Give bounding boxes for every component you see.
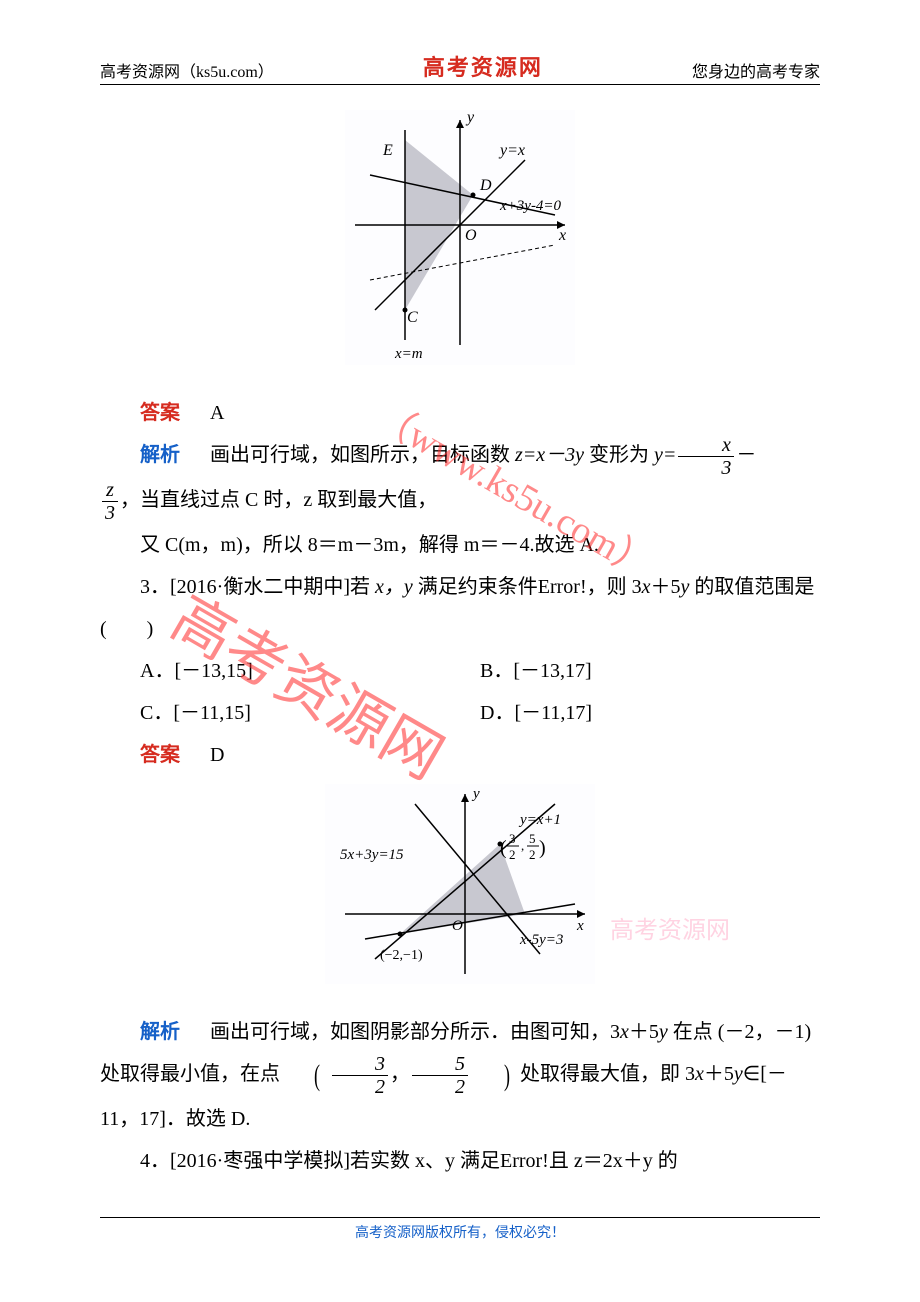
q2-analysis-p2: 又 C(m，m)，所以 8＝m－3m，解得 m＝－4.故选 A. — [100, 524, 820, 566]
svg-text:2: 2 — [529, 847, 536, 862]
header-right: 您身边的高考专家 — [692, 58, 820, 82]
math: y — [659, 1021, 668, 1043]
svg-text:(: ( — [500, 837, 507, 859]
figure-2: y x O 5x+3y=15 y=x+1 x-5y=3 (−2,−1) ( 3 … — [100, 784, 820, 999]
svg-text:E: E — [382, 142, 393, 159]
option-b: B．[－13,17] — [480, 650, 820, 692]
option-c: C．[－11,15] — [140, 692, 480, 734]
text: 画出可行域，如图所示，目标函数 — [210, 444, 515, 466]
fraction: z3 — [102, 479, 118, 524]
svg-text:x-5y=3: x-5y=3 — [519, 932, 563, 948]
page-header: 高考资源网（ks5u.com） 高考资源网 您身边的高考专家 — [100, 50, 820, 85]
math: x — [695, 1063, 704, 1085]
analysis-label: 解析 — [140, 1021, 180, 1043]
text: 处取得最大值，即 3 — [520, 1063, 695, 1085]
fraction: 32 — [332, 1053, 388, 1098]
text: 画出可行域，如图阴影部分所示．由图可知，3 — [210, 1021, 620, 1043]
q3-analysis: 解析 画出可行域，如图阴影部分所示．由图可知，3x＋5y 在点 (－2，－1)处… — [100, 1011, 820, 1140]
text: 满足约束条件Error!，则 3 — [413, 576, 642, 598]
fraction: 52 — [412, 1053, 468, 1098]
text: 4．[2016·枣强中学模拟]若实数 x、y 满足Error!且 z＝2x＋y … — [140, 1150, 678, 1172]
analysis-label: 解析 — [140, 444, 180, 466]
text: ， — [390, 1063, 410, 1085]
answer-label: 答案 — [140, 402, 180, 424]
svg-text:y: y — [465, 110, 475, 126]
page-content: y x O E y=x D x+3y-4=0 C x=m 答案 A 解析 — [100, 110, 820, 1182]
q3-answer-line: 答案 D — [100, 734, 820, 776]
svg-text:(−2,−1): (−2,−1) — [380, 948, 423, 963]
math: x，y — [375, 576, 413, 598]
math: z=x－3y — [515, 444, 584, 466]
svg-text:O: O — [452, 918, 463, 934]
text: － — [736, 444, 756, 466]
q2-answer: A — [210, 402, 224, 424]
text: ，当直线过点 C 时，z 取到最大值， — [120, 489, 437, 511]
text: 变形为 — [584, 444, 654, 466]
math: y — [734, 1063, 743, 1085]
option-a: A．[－13,15] — [140, 650, 480, 692]
paren-close: ) — [480, 1061, 510, 1091]
figure-1: y x O E y=x D x+3y-4=0 C x=m — [100, 110, 820, 380]
svg-text:O: O — [465, 227, 477, 244]
footer-text: 高考资源网版权所有，侵权必究！ — [355, 1226, 565, 1241]
svg-text:y=x+1: y=x+1 — [518, 812, 561, 828]
math: x — [620, 1021, 629, 1043]
text: ＋5 — [651, 576, 681, 598]
text: ＋5 — [629, 1021, 659, 1043]
svg-text:D: D — [479, 177, 492, 194]
q3-answer: D — [210, 744, 224, 766]
header-center-logo: 高考资源网 — [423, 50, 543, 82]
page-footer: 高考资源网版权所有，侵权必究！ — [100, 1217, 820, 1242]
svg-text:x+3y-4=0: x+3y-4=0 — [499, 198, 562, 214]
option-d: D．[－11,17] — [480, 692, 820, 734]
svg-text:x: x — [576, 918, 584, 934]
paren-open: ( — [290, 1061, 320, 1091]
svg-text:x=m: x=m — [394, 346, 423, 362]
q2-analysis-p1: 解析 画出可行域，如图所示，目标函数 z=x－3y 变形为 y=x3－ — [100, 434, 820, 479]
text: ＋5 — [704, 1063, 734, 1085]
q2-answer-line: 答案 A — [100, 392, 820, 434]
text: 3．[2016·衡水二中期中]若 — [140, 576, 375, 598]
answer-label: 答案 — [140, 744, 180, 766]
svg-text:y: y — [471, 786, 480, 802]
q4-stem: 4．[2016·枣强中学模拟]若实数 x、y 满足Error!且 z＝2x＋y … — [100, 1140, 820, 1182]
svg-text:,: , — [521, 838, 524, 853]
q2-analysis-p1-cont: z3，当直线过点 C 时，z 取到最大值， — [100, 479, 820, 524]
svg-text:C: C — [407, 309, 418, 326]
svg-text:): ) — [539, 837, 546, 859]
svg-text:5x+3y=15: 5x+3y=15 — [340, 847, 404, 863]
text: 又 C(m，m)，所以 8＝m－3m，解得 m＝－4.故选 A. — [140, 534, 599, 556]
q3-stem: 3．[2016·衡水二中期中]若 x，y 满足约束条件Error!，则 3x＋5… — [100, 566, 820, 650]
svg-text:2: 2 — [509, 847, 516, 862]
svg-text:y=x: y=x — [498, 142, 525, 159]
svg-text:3: 3 — [509, 831, 516, 846]
header-left: 高考资源网（ks5u.com） — [100, 58, 274, 82]
svg-text:5: 5 — [529, 831, 536, 846]
math: x — [642, 576, 651, 598]
fraction: x3 — [678, 434, 734, 479]
q3-options: A．[－13,15] B．[－13,17] C．[－11,15] D．[－11,… — [140, 650, 820, 734]
math: y= — [654, 444, 676, 466]
svg-text:x: x — [558, 227, 566, 244]
